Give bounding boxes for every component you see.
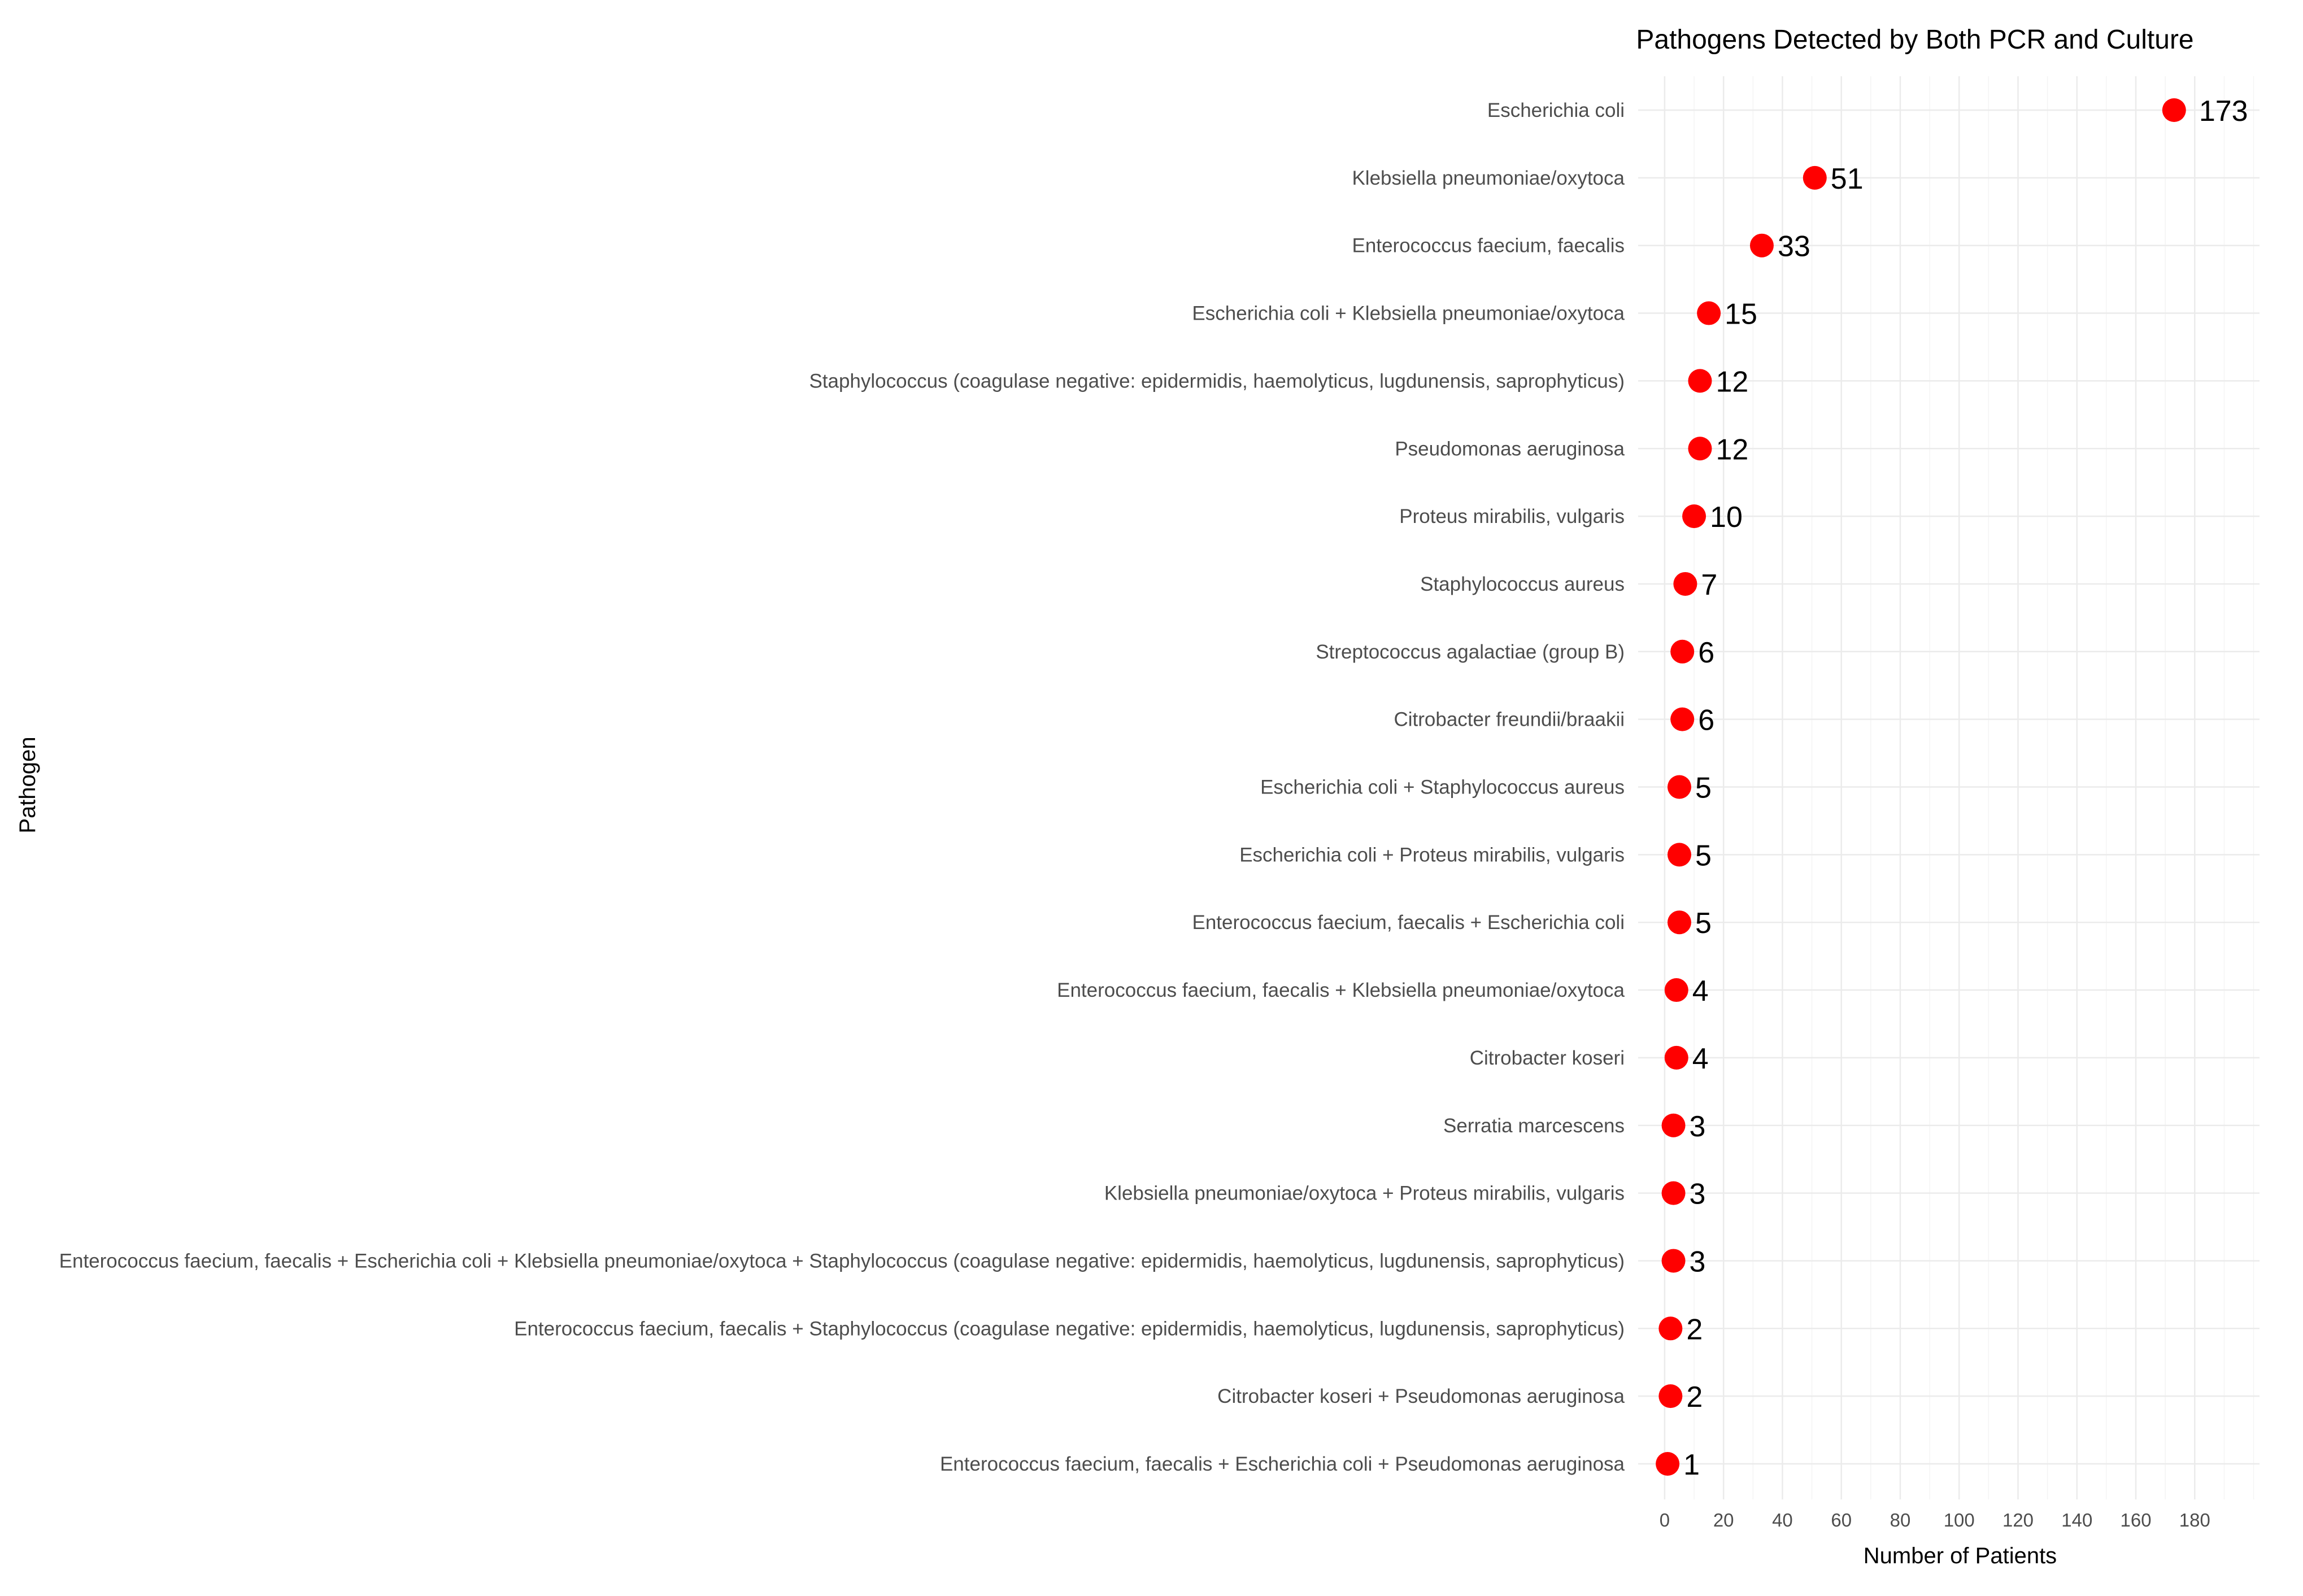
x-tick-label: 120: [2002, 1510, 2034, 1530]
x-tick-label: 140: [2061, 1510, 2092, 1530]
data-label: 1: [1683, 1449, 1700, 1481]
y-category-label: Pseudomonas aeruginosa: [1395, 438, 1625, 460]
x-tick-label: 20: [1713, 1510, 1734, 1530]
x-tick-label: 0: [1660, 1510, 1670, 1530]
data-label: 12: [1716, 365, 1748, 398]
data-point: [2162, 98, 2186, 122]
x-axis-title: Number of Patients: [1864, 1543, 2057, 1568]
x-tick-label: 100: [1944, 1510, 1975, 1530]
data-point: [1667, 910, 1691, 935]
data-label: 15: [1725, 298, 1757, 331]
data-point: [1658, 1384, 1683, 1409]
y-category-label: Escherichia coli + Klebsiella pneumoniae…: [1192, 303, 1625, 325]
y-category-label: Enterococcus faecium, faecalis + Escheri…: [940, 1453, 1625, 1475]
data-label: 5: [1695, 772, 1712, 805]
data-label: 3: [1690, 1178, 1706, 1211]
data-label: 3: [1690, 1245, 1706, 1278]
y-category-label: Enterococcus faecium, faecalis: [1352, 235, 1625, 257]
data-label: 4: [1692, 1043, 1709, 1075]
data-point: [1670, 639, 1695, 664]
data-label: 173: [2199, 95, 2248, 128]
y-category-label: Klebsiella pneumoniae/oxytoca + Proteus …: [1104, 1183, 1625, 1205]
data-point: [1749, 233, 1774, 258]
y-category-label: Enterococcus faecium, faecalis + Escheri…: [59, 1250, 1625, 1272]
chart-title: Pathogens Detected by Both PCR and Cultu…: [1636, 25, 2193, 55]
data-label: 12: [1716, 433, 1748, 466]
data-point: [1664, 978, 1688, 1002]
x-tick-label: 40: [1772, 1510, 1793, 1530]
data-label: 5: [1695, 907, 1712, 940]
y-category-label: Escherichia coli + Proteus mirabilis, vu…: [1239, 844, 1625, 866]
data-label: 2: [1686, 1381, 1703, 1414]
data-label: 2: [1686, 1313, 1703, 1346]
data-point: [1667, 775, 1691, 799]
data-point: [1658, 1316, 1683, 1341]
data-point: [1688, 437, 1712, 461]
data-point: [1656, 1452, 1680, 1476]
data-point: [1661, 1249, 1686, 1273]
data-point: [1661, 1181, 1686, 1205]
y-category-label: Proteus mirabilis, vulgaris: [1399, 505, 1625, 527]
x-tick-label: 160: [2121, 1510, 2152, 1530]
y-category-label: Enterococcus faecium, faecalis + Klebsie…: [1057, 979, 1625, 1001]
data-label: 10: [1710, 501, 1743, 534]
y-axis-title: Pathogen: [15, 736, 40, 833]
data-point: [1664, 1045, 1688, 1070]
data-point: [1667, 843, 1691, 867]
data-point: [1803, 165, 1827, 190]
data-points: [1656, 98, 2186, 1476]
x-axis-ticks: 0 20 40 60 80 100 120 140 160 180: [1660, 1510, 2210, 1530]
data-point: [1697, 301, 1721, 325]
y-category-label: Escherichia coli: [1487, 99, 1625, 121]
data-point: [1661, 1113, 1686, 1137]
y-category-label: Citrobacter koseri: [1470, 1047, 1625, 1069]
y-category-label: Staphylococcus aureus: [1420, 573, 1625, 595]
data-label: 7: [1701, 569, 1717, 601]
y-category-label: Streptococcus agalactiae (group B): [1316, 641, 1625, 663]
data-point: [1670, 707, 1695, 731]
data-point: [1673, 572, 1697, 596]
data-label: 51: [1831, 163, 1864, 195]
data-point: [1682, 504, 1706, 529]
data-label: 6: [1698, 704, 1714, 737]
data-label: 4: [1692, 975, 1709, 1008]
data-label: 5: [1695, 839, 1712, 872]
data-label: 3: [1690, 1110, 1706, 1143]
x-tick-label: 180: [2179, 1510, 2210, 1530]
y-category-label: Serratia marcescens: [1443, 1115, 1625, 1137]
data-point: [1688, 369, 1712, 393]
y-category-label: Citrobacter koseri + Pseudomonas aerugin…: [1217, 1385, 1625, 1407]
y-category-label: Enterococcus faecium, faecalis + Escheri…: [1192, 912, 1625, 934]
x-tick-label: 60: [1831, 1510, 1852, 1530]
x-tick-label: 80: [1890, 1510, 1911, 1530]
y-axis-categories: Escherichia coli Klebsiella pneumoniae/ox…: [59, 99, 1625, 1475]
y-category-label: Klebsiella pneumoniae/oxytoca: [1352, 167, 1625, 189]
data-label: 6: [1698, 636, 1714, 669]
y-category-label: Enterococcus faecium, faecalis + Staphyl…: [514, 1318, 1625, 1340]
data-label: 33: [1778, 230, 1810, 263]
y-category-label: Citrobacter freundii/braakii: [1394, 709, 1625, 731]
y-category-label: Staphylococcus (coagulase negative: epid…: [809, 370, 1625, 392]
grid-layer: [1638, 76, 2260, 1499]
y-category-label: Escherichia coli + Staphylococcus aureus: [1260, 777, 1625, 799]
